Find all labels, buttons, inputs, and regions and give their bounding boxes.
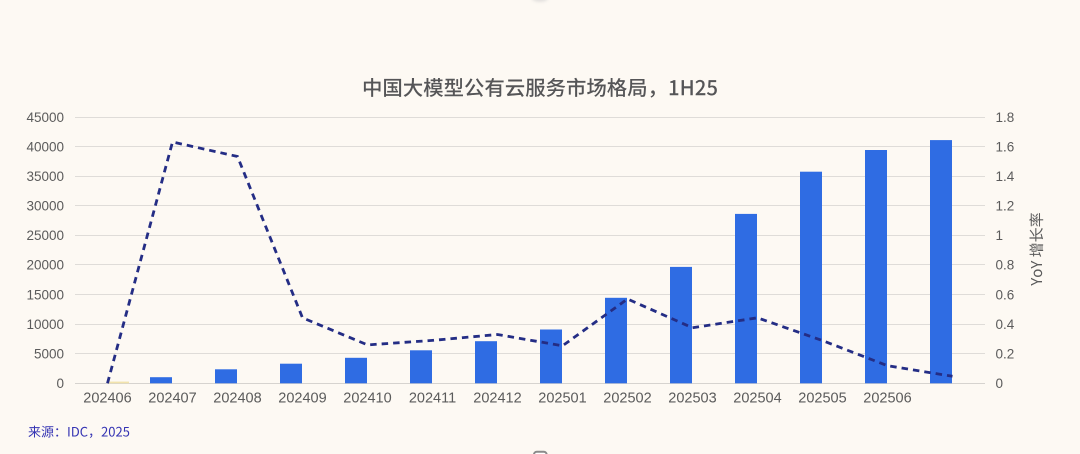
svg-text:1.2: 1.2 xyxy=(996,199,1015,214)
svg-text:202506: 202506 xyxy=(863,391,911,407)
svg-text:202504: 202504 xyxy=(733,391,781,407)
svg-text:0.2: 0.2 xyxy=(996,347,1015,362)
svg-text:202409: 202409 xyxy=(278,391,326,407)
svg-text:202411: 202411 xyxy=(409,391,456,407)
svg-text:45000: 45000 xyxy=(26,110,64,125)
svg-text:5000: 5000 xyxy=(34,347,64,362)
svg-text:10000: 10000 xyxy=(26,317,64,332)
svg-text:1.8: 1.8 xyxy=(996,110,1015,125)
svg-text:25000: 25000 xyxy=(26,228,64,243)
svg-text:202505: 202505 xyxy=(798,391,846,407)
svg-text:35000: 35000 xyxy=(26,169,64,184)
svg-text:1.4: 1.4 xyxy=(996,169,1015,184)
svg-text:202410: 202410 xyxy=(343,391,391,407)
svg-text:202502: 202502 xyxy=(603,391,651,407)
svg-text:0: 0 xyxy=(996,376,1004,391)
svg-text:202407: 202407 xyxy=(148,391,196,407)
svg-text:1.6: 1.6 xyxy=(996,139,1015,154)
svg-text:0.6: 0.6 xyxy=(996,287,1015,302)
svg-text:202408: 202408 xyxy=(213,391,261,407)
svg-text:1: 1 xyxy=(996,228,1004,243)
svg-text:202503: 202503 xyxy=(668,391,716,407)
svg-text:30000: 30000 xyxy=(26,199,64,214)
svg-text:40000: 40000 xyxy=(26,139,64,154)
svg-text:202501: 202501 xyxy=(538,391,586,407)
svg-text:15000: 15000 xyxy=(26,287,64,302)
svg-text:0: 0 xyxy=(56,376,64,391)
svg-text:0.4: 0.4 xyxy=(996,317,1015,332)
svg-text:202412: 202412 xyxy=(473,391,521,407)
svg-text:202406: 202406 xyxy=(83,391,131,407)
svg-text:0.8: 0.8 xyxy=(996,258,1015,273)
svg-text:20000: 20000 xyxy=(26,258,64,273)
